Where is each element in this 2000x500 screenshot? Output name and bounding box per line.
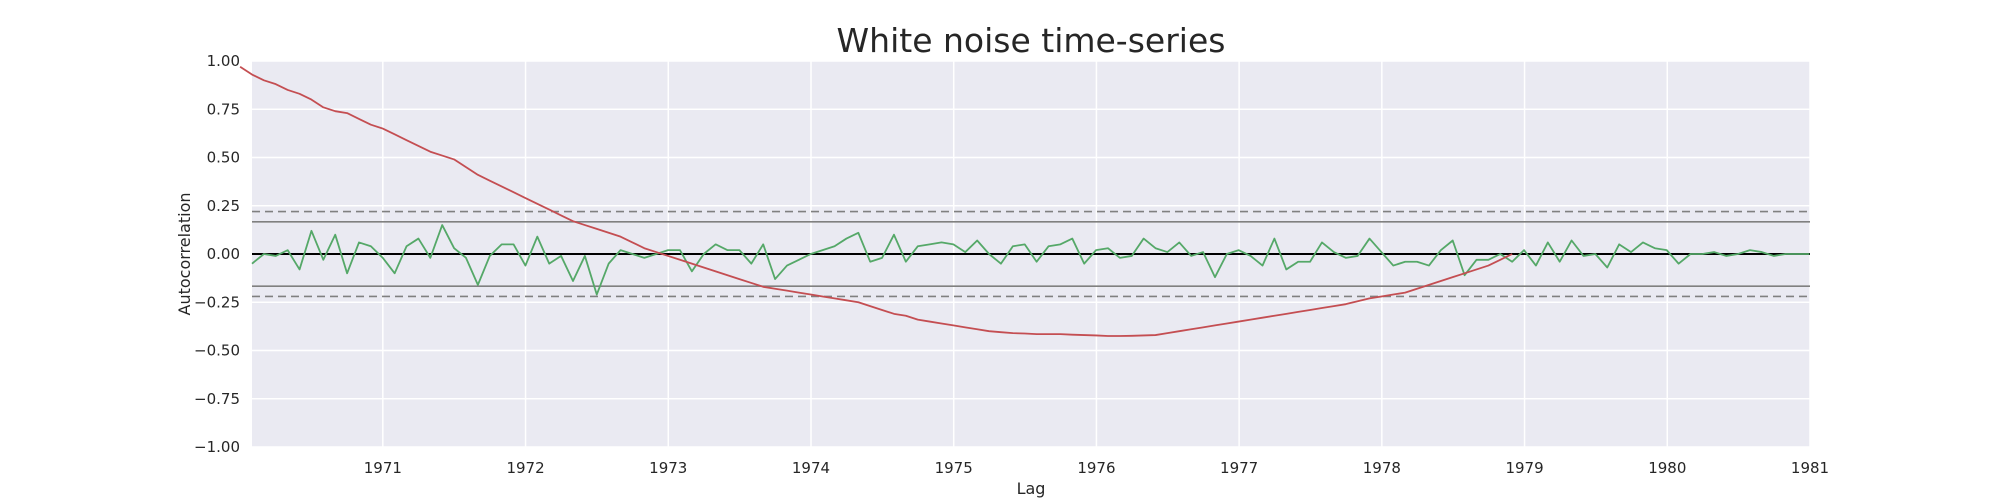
x-tick-label: 1974	[792, 459, 830, 477]
y-tick-label: 0.50	[207, 149, 240, 167]
y-tick-label: −0.75	[194, 390, 240, 408]
x-tick-label: 1976	[1077, 459, 1115, 477]
y-tick-label: −1.00	[194, 438, 240, 456]
y-tick-label: −0.25	[194, 293, 240, 311]
y-axis-label: Autocorrelation	[175, 193, 194, 316]
x-tick-label: 1980	[1648, 459, 1686, 477]
x-tick-label: 1972	[506, 459, 544, 477]
y-tick-label: 0.00	[207, 245, 240, 263]
x-axis-label: Lag	[1017, 479, 1046, 498]
y-tick-label: 0.25	[207, 197, 240, 215]
autocorrelation-series-line	[251, 224, 1810, 296]
x-tick-label: 1971	[364, 459, 402, 477]
trend-series-line	[239, 66, 1513, 337]
x-tick-label: 1981	[1791, 459, 1829, 477]
x-tick-label: 1977	[1220, 459, 1258, 477]
x-tick-label: 1973	[649, 459, 687, 477]
y-tick-label: −0.50	[194, 342, 240, 360]
x-tick-labels: 1971 1972 1973 1974 1975 1976 1977 1978 1979 1980…	[364, 459, 1829, 477]
x-tick-label: 1978	[1363, 459, 1401, 477]
chart-title: White noise time-series	[837, 21, 1226, 60]
y-tick-labels: 1.00 0.75 0.50 0.25 0.00 −0.25 −0.50 −0.75 −1.00	[194, 52, 240, 456]
y-tick-label: 0.75	[207, 100, 240, 118]
x-tick-label: 1979	[1505, 459, 1543, 477]
x-tick-label: 1975	[935, 459, 973, 477]
series-layer	[239, 66, 1810, 337]
y-tick-label: 1.00	[207, 52, 240, 70]
